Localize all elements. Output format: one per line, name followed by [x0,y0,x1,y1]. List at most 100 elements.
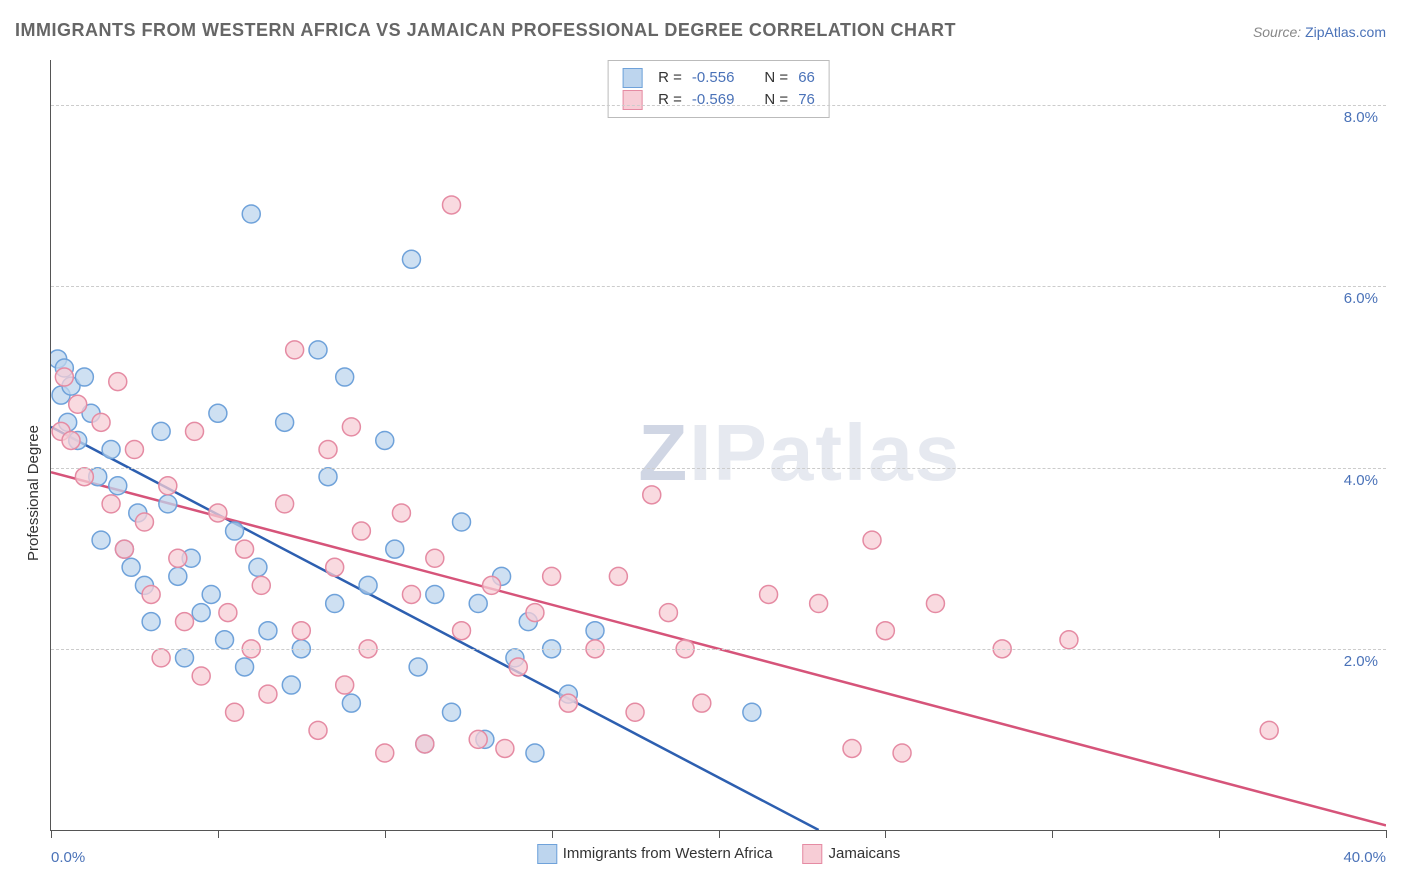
data-point [626,703,644,721]
data-point [252,576,270,594]
gridline [51,649,1386,650]
data-point [509,658,527,676]
data-point [176,649,194,667]
legend-item: Jamaicans [803,844,901,864]
data-point [483,576,501,594]
data-point [286,341,304,359]
gridline [51,105,1386,106]
data-point [192,604,210,622]
data-point [359,576,377,594]
data-point [402,250,420,268]
data-point [426,585,444,603]
data-point [496,739,514,757]
data-point [159,495,177,513]
data-point [102,495,120,513]
data-point [426,549,444,567]
data-point [92,531,110,549]
legend-label: Jamaicans [829,845,901,862]
data-point [125,441,143,459]
data-point [1060,631,1078,649]
data-point [242,205,260,223]
data-point [92,413,110,431]
gridline [51,286,1386,287]
x-tick [885,830,886,838]
data-point [62,431,80,449]
data-point [352,522,370,540]
data-point [69,395,87,413]
y-tick-label: 2.0% [1344,653,1378,670]
data-point [142,585,160,603]
data-point [376,744,394,762]
data-point [543,567,561,585]
data-point [342,418,360,436]
data-point [226,703,244,721]
data-point [55,368,73,386]
data-point [416,735,434,753]
x-max-label: 40.0% [1343,849,1386,866]
data-point [743,703,761,721]
legend-swatch [537,844,557,864]
data-point [319,468,337,486]
data-point [326,558,344,576]
data-point [469,595,487,613]
data-point [122,558,140,576]
scatter-points [51,60,1386,830]
data-point [186,422,204,440]
data-point [392,504,410,522]
data-point [169,549,187,567]
data-point [169,567,187,585]
data-point [453,622,471,640]
y-tick-label: 4.0% [1344,472,1378,489]
data-point [202,585,220,603]
data-point [236,658,254,676]
data-point [109,373,127,391]
x-tick [51,830,52,838]
chart-title: IMMIGRANTS FROM WESTERN AFRICA VS JAMAIC… [15,20,956,41]
data-point [526,604,544,622]
data-point [219,604,237,622]
data-point [292,622,310,640]
y-axis-label: Professional Degree [25,425,42,561]
data-point [526,744,544,762]
data-point [135,513,153,531]
data-point [75,368,93,386]
data-point [309,341,327,359]
source-prefix: Source: [1253,24,1301,40]
legend-item: Immigrants from Western Africa [537,844,773,864]
data-point [609,567,627,585]
data-point [319,441,337,459]
data-point [176,613,194,631]
data-point [469,730,487,748]
data-point [109,477,127,495]
data-point [276,413,294,431]
x-tick [1052,830,1053,838]
series-legend: Immigrants from Western Africa Jamaicans [537,844,900,864]
data-point [643,486,661,504]
data-point [659,604,677,622]
y-tick-label: 8.0% [1344,109,1378,126]
data-point [386,540,404,558]
data-point [1260,721,1278,739]
legend-swatch [803,844,823,864]
data-point [336,368,354,386]
data-point [159,477,177,495]
legend-label: Immigrants from Western Africa [563,845,773,862]
gridline [51,468,1386,469]
source-label: Source: ZipAtlas.com [1253,24,1386,40]
data-point [259,622,277,640]
data-point [75,468,93,486]
data-point [760,585,778,603]
x-tick [1219,830,1220,838]
data-point [402,585,420,603]
data-point [216,631,234,649]
data-point [586,622,604,640]
data-point [926,595,944,613]
x-tick [1386,830,1387,838]
data-point [236,540,254,558]
data-point [142,613,160,631]
data-point [376,431,394,449]
data-point [209,504,227,522]
data-point [693,694,711,712]
data-point [152,422,170,440]
x-tick [218,830,219,838]
